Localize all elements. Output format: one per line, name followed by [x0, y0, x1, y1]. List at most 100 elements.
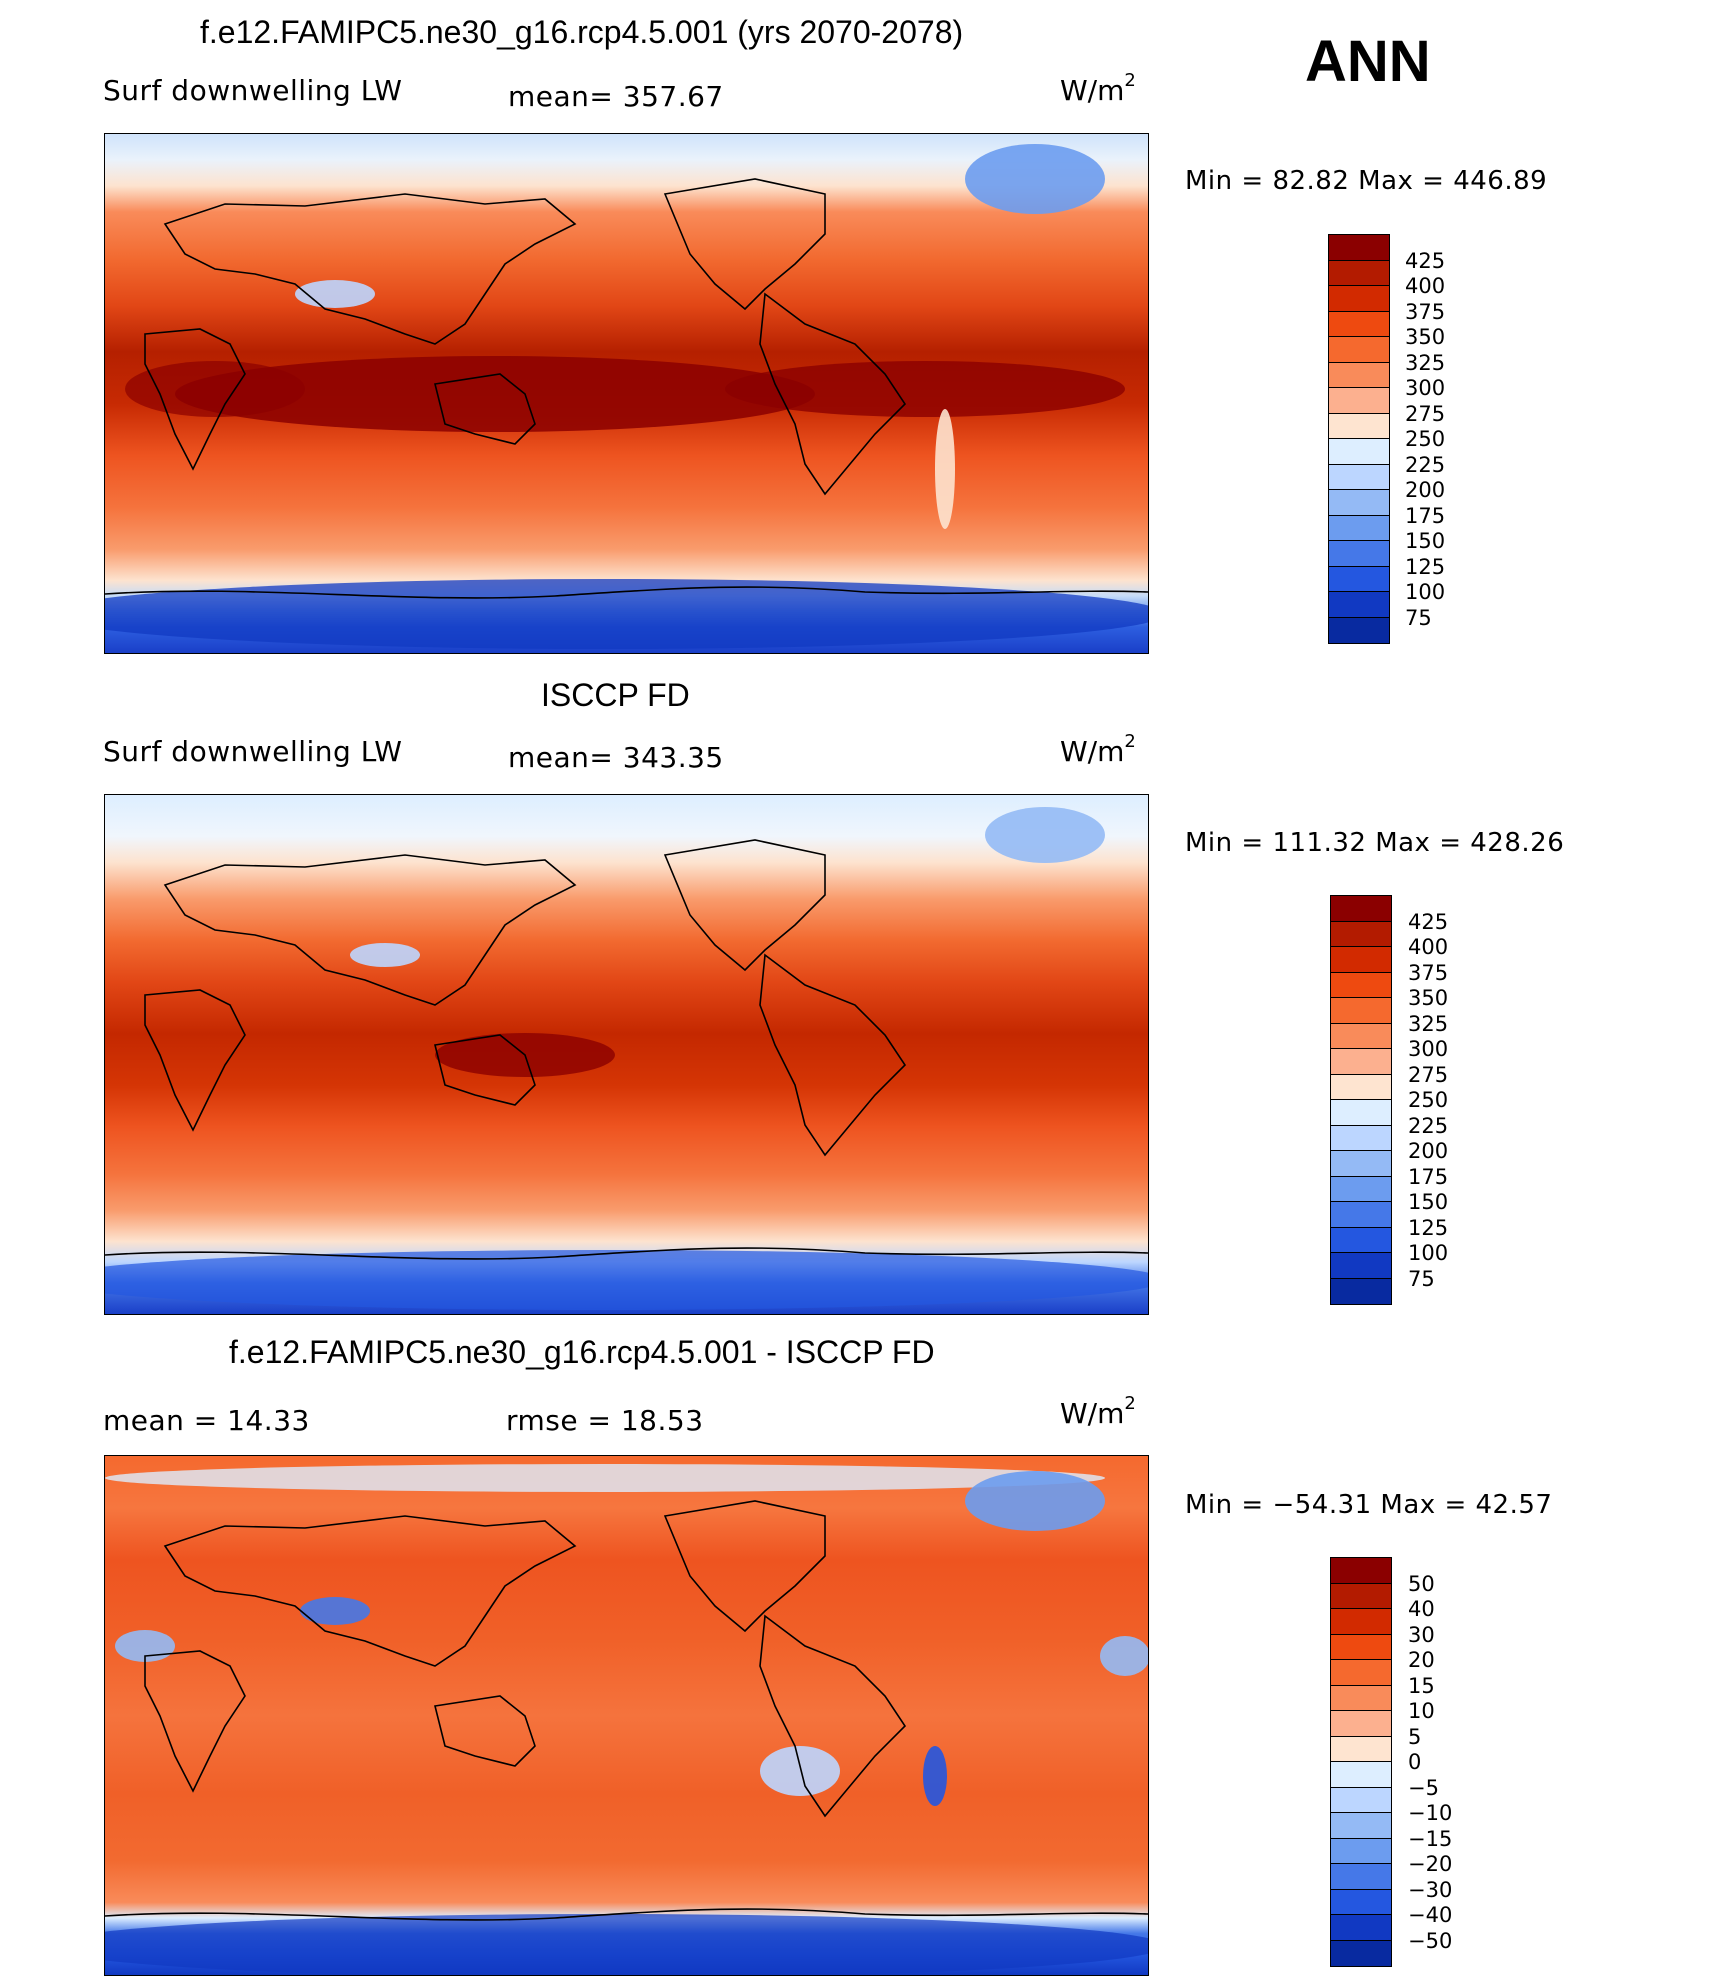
- colorbar-tick-label: 275: [1408, 1062, 1449, 1087]
- colorbar-swatch: [1331, 921, 1391, 947]
- panel3-map: [104, 1455, 1149, 1976]
- colorbar-swatch: [1329, 286, 1389, 312]
- colorbar-swatch: [1329, 439, 1389, 465]
- colorbar-swatch: [1329, 235, 1389, 261]
- colorbar-swatch: [1329, 566, 1389, 592]
- colorbar-swatch: [1329, 592, 1389, 618]
- colorbar-swatch: [1331, 1227, 1391, 1253]
- colorbar-tick-label: 75: [1408, 1266, 1435, 1291]
- colorbar-tick-label: 40: [1408, 1597, 1435, 1621]
- panel2-title: ISCCP FD: [541, 677, 690, 713]
- colorbar-tick-label: 5: [1408, 1724, 1422, 1749]
- colorbar-tick-label: 125: [1408, 1215, 1449, 1240]
- colorbar-tick-label: −15: [1408, 1826, 1453, 1851]
- colorbar-tick-label: 375: [1408, 960, 1449, 985]
- colorbar-swatch: [1331, 1151, 1391, 1177]
- colorbar-tick-label: 50: [1408, 1571, 1435, 1596]
- colorbar-tick-label: −5: [1408, 1775, 1439, 1800]
- colorbar-tick-label: 325: [1405, 350, 1446, 375]
- colorbar-swatch: [1331, 1253, 1391, 1279]
- colorbar-swatch: [1329, 490, 1389, 516]
- panel2-colorbar: [1330, 895, 1392, 1305]
- colorbar-swatch: [1331, 1176, 1391, 1202]
- colorbar-tick-label: 15: [1408, 1673, 1435, 1698]
- colorbar-tick-label: 0: [1408, 1750, 1422, 1774]
- colorbar-tick-label: 225: [1405, 452, 1446, 477]
- colorbar-tick-label: −50: [1408, 1928, 1453, 1953]
- colorbar-swatch: [1331, 896, 1391, 922]
- panel1-map-svg: [105, 134, 1148, 653]
- panel3-minmax: Min = −54.31 Max = 42.57: [1185, 1490, 1553, 1520]
- colorbar-swatch: [1329, 413, 1389, 439]
- colorbar-tick-label: −30: [1408, 1877, 1453, 1902]
- colorbar-tick-label: 425: [1408, 909, 1449, 934]
- colorbar-swatch: [1331, 1685, 1391, 1711]
- colorbar-tick-label: 375: [1405, 299, 1446, 324]
- panel1-colorbar: [1328, 234, 1390, 644]
- colorbar-swatch: [1331, 1202, 1391, 1228]
- colorbar-tick-label: 400: [1405, 274, 1446, 298]
- colorbar-swatch: [1331, 947, 1391, 973]
- colorbar-swatch: [1329, 617, 1389, 643]
- colorbar-swatch: [1331, 1583, 1391, 1609]
- colorbar-swatch: [1331, 972, 1391, 998]
- colorbar-swatch: [1331, 1558, 1391, 1584]
- colorbar-tick-label: 175: [1405, 503, 1446, 528]
- panel3-colorbar: [1330, 1557, 1392, 1967]
- colorbar-swatch: [1329, 388, 1389, 414]
- colorbar-tick-label: 250: [1408, 1088, 1449, 1112]
- colorbar-tick-label: −40: [1408, 1903, 1453, 1927]
- panel2-mean-label: mean= 343.35: [508, 741, 724, 774]
- colorbar-tick-label: 10: [1408, 1699, 1435, 1723]
- colorbar-swatch: [1331, 1023, 1391, 1049]
- colorbar-swatch: [1331, 1813, 1391, 1839]
- model-title: f.e12.FAMIPC5.ne30_g16.rcp4.5.001 (yrs 2…: [200, 14, 964, 50]
- colorbar-tick-label: 200: [1408, 1139, 1449, 1163]
- colorbar-tick-label: 30: [1408, 1622, 1435, 1647]
- colorbar-tick-label: 125: [1405, 554, 1446, 579]
- colorbar-swatch: [1331, 1864, 1391, 1890]
- colorbar-tick-label: 300: [1405, 376, 1446, 400]
- colorbar-swatch: [1331, 1278, 1391, 1304]
- colorbar-tick-label: 75: [1405, 605, 1432, 630]
- colorbar-swatch: [1331, 1660, 1391, 1686]
- colorbar-swatch: [1329, 541, 1389, 567]
- colorbar-swatch: [1331, 1787, 1391, 1813]
- panel3-map-svg: [105, 1456, 1148, 1975]
- panel3-title: f.e12.FAMIPC5.ne30_g16.rcp4.5.001 - ISCC…: [229, 1334, 935, 1370]
- panel2-variable-label: Surf downwelling LW: [103, 735, 403, 768]
- colorbar-swatch: [1329, 515, 1389, 541]
- colorbar-swatch: [1331, 1762, 1391, 1788]
- colorbar-swatch: [1331, 1736, 1391, 1762]
- panel1-variable-label: Surf downwelling LW: [103, 74, 403, 107]
- colorbar-tick-label: 350: [1408, 986, 1449, 1010]
- colorbar-swatch: [1331, 1074, 1391, 1100]
- colorbar-swatch: [1331, 1838, 1391, 1864]
- colorbar-tick-label: 175: [1408, 1164, 1449, 1189]
- panel2-minmax: Min = 111.32 Max = 428.26: [1185, 828, 1565, 858]
- colorbar-swatch: [1329, 362, 1389, 388]
- panel1-minmax: Min = 82.82 Max = 446.89: [1185, 166, 1548, 196]
- colorbar-swatch: [1331, 1049, 1391, 1075]
- colorbar-swatch: [1329, 337, 1389, 363]
- season-label: ANN: [1305, 29, 1431, 94]
- colorbar-swatch: [1329, 260, 1389, 286]
- colorbar-tick-label: 300: [1408, 1037, 1449, 1061]
- panel3-units: W/m2: [1060, 1393, 1136, 1430]
- colorbar-tick-label: 150: [1405, 529, 1446, 553]
- panel3-rmse-label: rmse = 18.53: [506, 1404, 704, 1437]
- colorbar-swatch: [1331, 1711, 1391, 1737]
- colorbar-tick-label: −10: [1408, 1801, 1453, 1825]
- panel2-map-svg: [105, 795, 1148, 1314]
- panel1-mean-label: mean= 357.67: [508, 80, 724, 113]
- colorbar-tick-label: 350: [1405, 325, 1446, 349]
- panel3-mean-label: mean = 14.33: [103, 1404, 310, 1437]
- colorbar-tick-label: 20: [1408, 1648, 1435, 1672]
- colorbar-swatch: [1331, 1125, 1391, 1151]
- colorbar-tick-label: 250: [1405, 427, 1446, 451]
- panel2-map: [104, 794, 1149, 1315]
- colorbar-tick-label: 100: [1405, 580, 1446, 604]
- panel1-units: W/m2: [1060, 70, 1136, 107]
- colorbar-swatch: [1331, 998, 1391, 1024]
- panel1-map: [104, 133, 1149, 654]
